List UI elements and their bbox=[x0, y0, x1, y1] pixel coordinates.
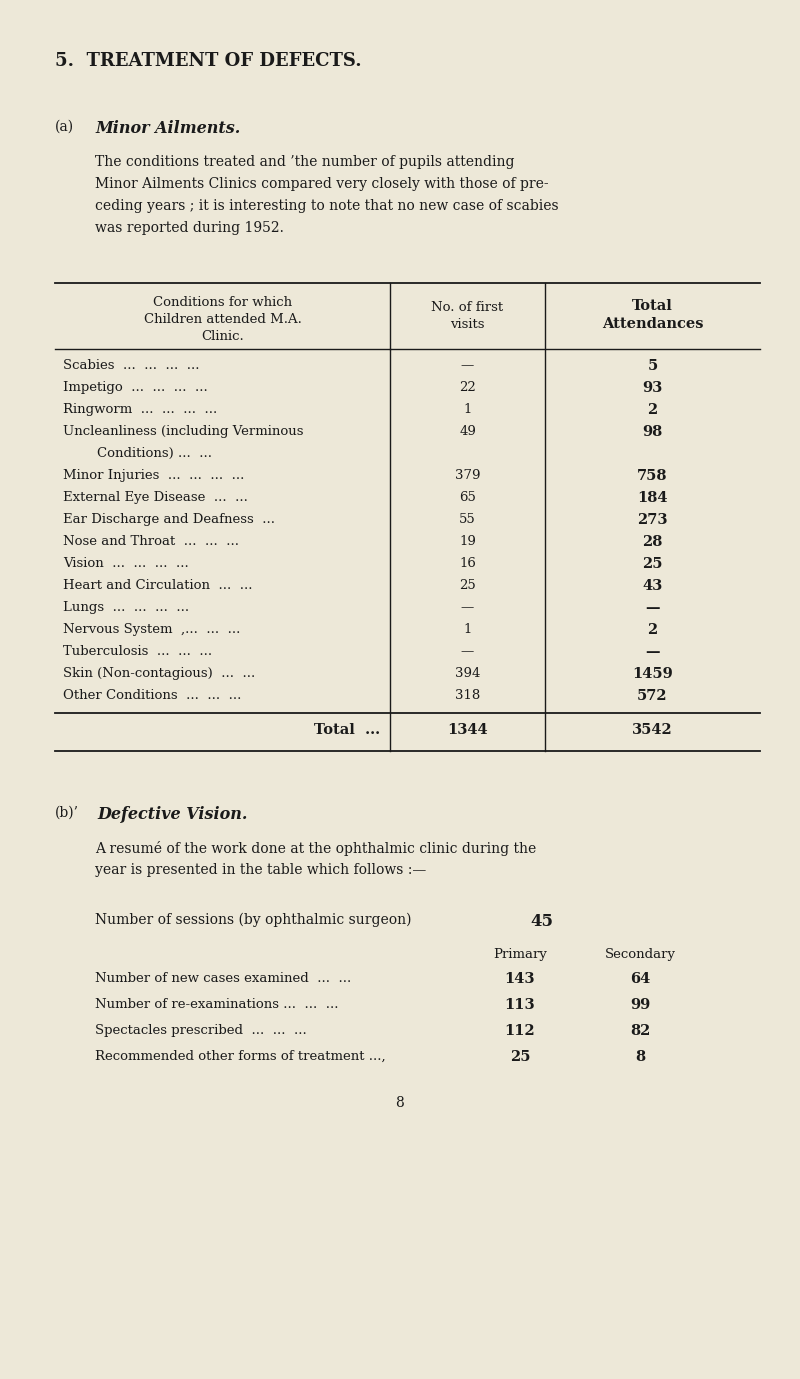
Text: 16: 16 bbox=[459, 557, 476, 570]
Text: 25: 25 bbox=[642, 557, 662, 571]
Text: (b)’: (b)’ bbox=[55, 805, 79, 821]
Text: 25: 25 bbox=[459, 579, 476, 592]
Text: Secondary: Secondary bbox=[605, 947, 675, 961]
Text: Uncleanliness (including Verminous: Uncleanliness (including Verminous bbox=[63, 425, 303, 439]
Text: 5.  TREATMENT OF DEFECTS.: 5. TREATMENT OF DEFECTS. bbox=[55, 52, 362, 70]
Text: 572: 572 bbox=[637, 690, 668, 703]
Text: 1344: 1344 bbox=[447, 723, 488, 736]
Text: Number of new cases examined  ...  ...: Number of new cases examined ... ... bbox=[95, 972, 351, 985]
Text: External Eye Disease  ...  ...: External Eye Disease ... ... bbox=[63, 491, 248, 503]
Text: 8: 8 bbox=[635, 1049, 645, 1065]
Text: Other Conditions  ...  ...  ...: Other Conditions ... ... ... bbox=[63, 690, 242, 702]
Text: —: — bbox=[461, 359, 474, 372]
Text: Clinic.: Clinic. bbox=[201, 330, 244, 343]
Text: Conditions) ...  ...: Conditions) ... ... bbox=[63, 447, 212, 461]
Text: Ringworm  ...  ...  ...  ...: Ringworm ... ... ... ... bbox=[63, 403, 218, 416]
Text: 2: 2 bbox=[647, 623, 658, 637]
Text: Defective Vision.: Defective Vision. bbox=[97, 805, 247, 823]
Text: 143: 143 bbox=[505, 972, 535, 986]
Text: 99: 99 bbox=[630, 998, 650, 1012]
Text: A resumé of the work done at the ophthalmic clinic during the: A resumé of the work done at the ophthal… bbox=[95, 841, 536, 856]
Text: —: — bbox=[646, 645, 660, 659]
Text: Skin (Non-contagious)  ...  ...: Skin (Non-contagious) ... ... bbox=[63, 667, 255, 680]
Text: 22: 22 bbox=[459, 381, 476, 394]
Text: Minor Ailments.: Minor Ailments. bbox=[95, 120, 240, 137]
Text: Heart and Circulation  ...  ...: Heart and Circulation ... ... bbox=[63, 579, 253, 592]
Text: (a): (a) bbox=[55, 120, 74, 134]
Text: Children attended M.A.: Children attended M.A. bbox=[143, 313, 302, 325]
Text: 65: 65 bbox=[459, 491, 476, 503]
Text: 379: 379 bbox=[454, 469, 480, 483]
Text: 394: 394 bbox=[455, 667, 480, 680]
Text: 112: 112 bbox=[505, 1025, 535, 1038]
Text: The conditions treated and ’the number of pupils attending: The conditions treated and ’the number o… bbox=[95, 154, 514, 170]
Text: Ear Discharge and Deafness  ...: Ear Discharge and Deafness ... bbox=[63, 513, 275, 525]
Text: visits: visits bbox=[450, 319, 485, 331]
Text: 8: 8 bbox=[396, 1096, 404, 1110]
Text: Number of re-examinations ...  ...  ...: Number of re-examinations ... ... ... bbox=[95, 998, 338, 1011]
Text: —: — bbox=[646, 601, 660, 615]
Text: 49: 49 bbox=[459, 425, 476, 439]
Text: No. of first: No. of first bbox=[431, 301, 503, 314]
Text: was reported during 1952.: was reported during 1952. bbox=[95, 221, 284, 234]
Text: Attendances: Attendances bbox=[602, 317, 703, 331]
Text: Scabies  ...  ...  ...  ...: Scabies ... ... ... ... bbox=[63, 359, 199, 372]
Text: 93: 93 bbox=[642, 381, 662, 394]
Text: —: — bbox=[461, 601, 474, 614]
Text: 98: 98 bbox=[642, 425, 662, 439]
Text: 55: 55 bbox=[459, 513, 476, 525]
Text: Primary: Primary bbox=[493, 947, 547, 961]
Text: Tuberculosis  ...  ...  ...: Tuberculosis ... ... ... bbox=[63, 645, 212, 658]
Text: 2: 2 bbox=[647, 403, 658, 416]
Text: Spectacles prescribed  ...  ...  ...: Spectacles prescribed ... ... ... bbox=[95, 1025, 306, 1037]
Text: Total: Total bbox=[632, 299, 673, 313]
Text: Lungs  ...  ...  ...  ...: Lungs ... ... ... ... bbox=[63, 601, 189, 614]
Text: 113: 113 bbox=[505, 998, 535, 1012]
Text: 43: 43 bbox=[642, 579, 662, 593]
Text: 758: 758 bbox=[638, 469, 668, 483]
Text: Impetigo  ...  ...  ...  ...: Impetigo ... ... ... ... bbox=[63, 381, 208, 394]
Text: Conditions for which: Conditions for which bbox=[153, 296, 292, 309]
Text: Recommended other forms of treatment ...,: Recommended other forms of treatment ...… bbox=[95, 1049, 386, 1063]
Text: Minor Ailments Clinics compared very closely with those of pre­: Minor Ailments Clinics compared very clo… bbox=[95, 177, 549, 192]
Text: 273: 273 bbox=[638, 513, 668, 527]
Text: Nervous System  ,...  ...  ...: Nervous System ,... ... ... bbox=[63, 623, 240, 636]
Text: Number of sessions (by ophthalmic surgeon): Number of sessions (by ophthalmic surgeo… bbox=[95, 913, 411, 928]
Text: —: — bbox=[461, 645, 474, 658]
Text: 64: 64 bbox=[630, 972, 650, 986]
Text: Total  ...: Total ... bbox=[314, 723, 380, 736]
Text: 1: 1 bbox=[463, 403, 472, 416]
Text: 1: 1 bbox=[463, 623, 472, 636]
Text: 82: 82 bbox=[630, 1025, 650, 1038]
Text: 3542: 3542 bbox=[632, 723, 673, 736]
Text: 28: 28 bbox=[642, 535, 662, 549]
Text: 5: 5 bbox=[647, 359, 658, 372]
Text: Vision  ...  ...  ...  ...: Vision ... ... ... ... bbox=[63, 557, 189, 570]
Text: 45: 45 bbox=[530, 913, 553, 929]
Text: 184: 184 bbox=[638, 491, 668, 505]
Text: year is presented in the table which follows :—: year is presented in the table which fol… bbox=[95, 863, 426, 877]
Text: 318: 318 bbox=[455, 690, 480, 702]
Text: 25: 25 bbox=[510, 1049, 530, 1065]
Text: ceding years ; it is interesting to note that no new case of scabies: ceding years ; it is interesting to note… bbox=[95, 199, 558, 212]
Text: 1459: 1459 bbox=[632, 667, 673, 681]
Text: Minor Injuries  ...  ...  ...  ...: Minor Injuries ... ... ... ... bbox=[63, 469, 244, 483]
Text: Nose and Throat  ...  ...  ...: Nose and Throat ... ... ... bbox=[63, 535, 239, 547]
Text: 19: 19 bbox=[459, 535, 476, 547]
